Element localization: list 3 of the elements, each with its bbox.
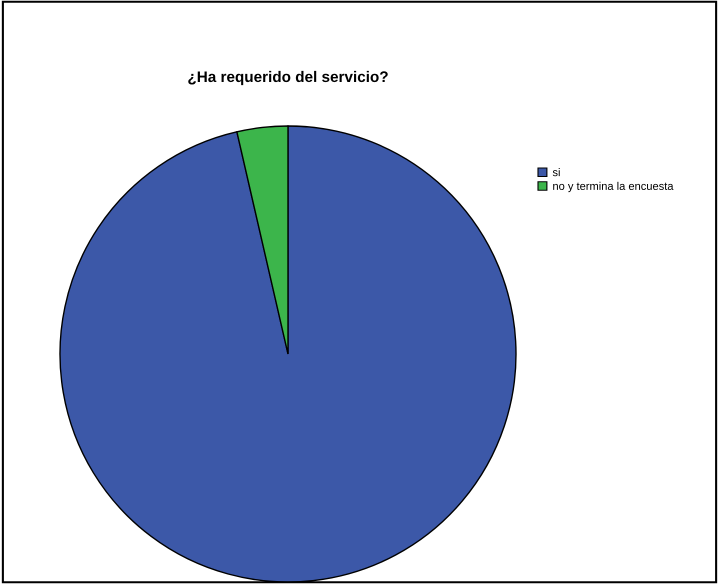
legend-label: no y termina la encuesta [553,182,674,192]
chart-title: ¿Ha requerido del servicio? [188,70,388,86]
legend-label: si [552,168,560,176]
